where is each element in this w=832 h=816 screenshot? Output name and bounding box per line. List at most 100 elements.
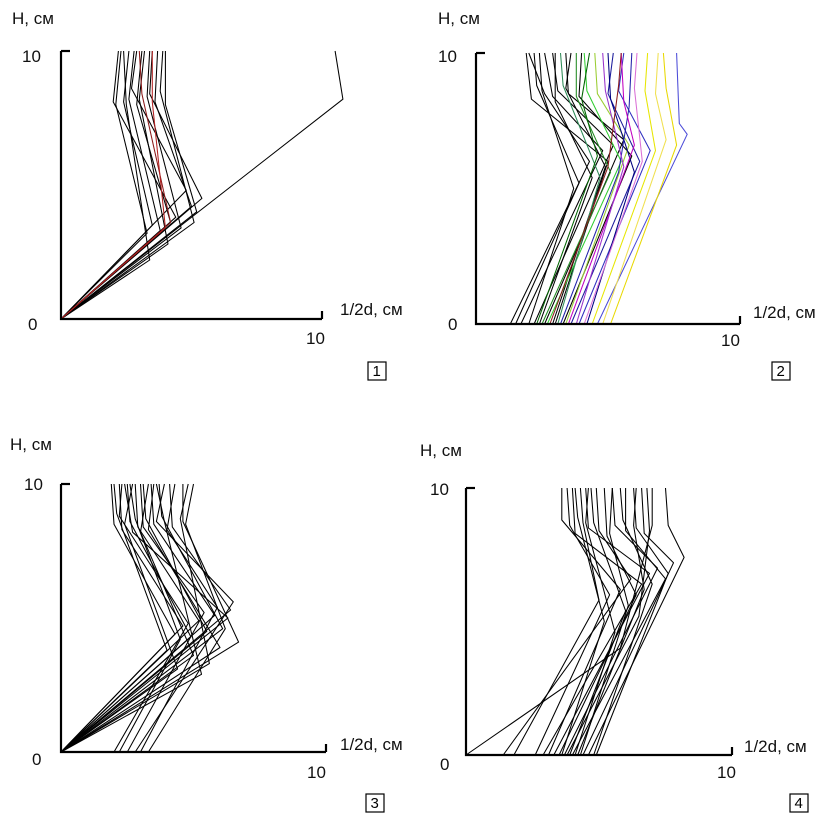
panel-3-x-axis-label: 1/2d, см xyxy=(340,735,403,754)
panel-2-series-line-26 xyxy=(602,52,667,325)
panel-4-series-line-6 xyxy=(548,488,621,756)
panel-4-series-line-10 xyxy=(569,487,627,756)
panel-3-series-line-18 xyxy=(126,483,205,753)
chart-panel-4: Н, см 10 0 10 1/2d, см 4 xyxy=(420,441,809,813)
panel-1-series-line-16 xyxy=(60,51,166,320)
panel-4-series-line-3 xyxy=(513,487,600,756)
panel-3-series-line-7 xyxy=(60,483,224,753)
panel-4-series-line-16 xyxy=(595,487,669,756)
panel-2-label: 2 xyxy=(777,363,785,380)
panel-3-axes xyxy=(59,484,326,754)
panel-1-series-line-6 xyxy=(60,50,193,320)
panel-1-label: 1 xyxy=(373,363,381,380)
panel-1-series-line-12 xyxy=(60,50,151,320)
panel-2-y-axis-label: Н, см xyxy=(438,9,480,28)
panel-3-series-line-20 xyxy=(140,483,218,753)
panel-4-x-tick-label: 10 xyxy=(717,763,736,782)
panel-1-x-axis-label: 1/2d, см xyxy=(340,300,403,319)
panel-4-series-line-20 xyxy=(574,487,616,756)
panel-1-series-line-8 xyxy=(60,50,203,320)
panel-4-series-line-5 xyxy=(542,487,643,756)
panel-2-series-line-18 xyxy=(586,52,635,325)
panel-1-axes xyxy=(59,51,322,321)
panel-2-series-line-23 xyxy=(583,52,643,325)
panel-4-series-line-13 xyxy=(582,487,675,756)
panel-3-series-line-14 xyxy=(60,483,221,753)
panel-3-series-line-21 xyxy=(118,483,181,753)
panel-3-series-line-10 xyxy=(60,483,168,753)
panel-3-series-line-19 xyxy=(134,483,234,753)
panel-3-x-tick-label: 10 xyxy=(307,763,326,782)
panel-3-series-line-22 xyxy=(147,483,226,753)
panel-2-series-line-21 xyxy=(567,52,635,325)
chart-panel-1: Н, см 10 0 10 1/2d, см 1 xyxy=(12,9,403,381)
panel-2-axes xyxy=(474,53,740,326)
panel-3-series-line-6 xyxy=(60,483,216,753)
panel-1-series-line-3 xyxy=(60,50,161,320)
panel-1-y-axis-label: Н, см xyxy=(12,9,54,28)
panel-3-series-line-9 xyxy=(60,484,240,753)
panel-4-x-axis-label: 1/2d, см xyxy=(744,737,807,756)
panel-2-series-line-15 xyxy=(565,52,630,325)
panel-1-series-line-5 xyxy=(60,50,182,320)
panel-4-series-line-15 xyxy=(593,487,653,756)
panel-4-label-box xyxy=(789,793,809,813)
panel-3-series-line-13 xyxy=(60,483,179,753)
panel-4-series-line-4 xyxy=(534,487,611,756)
panel-4-series-line-9 xyxy=(563,487,659,756)
panel-2-series-line-24 xyxy=(549,52,622,325)
panel-2-series-line-1 xyxy=(509,52,591,325)
panel-4-origin-label: 0 xyxy=(440,755,449,774)
panel-2-series-line-22 xyxy=(575,52,625,325)
panel-2-y-tick-label: 10 xyxy=(438,47,457,66)
panel-2-series-line-17 xyxy=(578,52,651,325)
panel-3-y-tick-label: 10 xyxy=(24,475,43,494)
panel-4-series-lines xyxy=(465,487,685,756)
panel-2-series-line-3 xyxy=(520,52,604,325)
panel-2-label-box xyxy=(771,361,791,381)
panel-2-series-line-6 xyxy=(538,53,593,325)
panel-4-y-axis-label: Н, см xyxy=(420,441,462,460)
panel-1-series-line-7 xyxy=(60,51,198,320)
panel-2-series-line-19 xyxy=(596,52,688,325)
panel-2-series-line-11 xyxy=(541,53,612,325)
panel-4-series-line-11 xyxy=(571,488,667,756)
panel-3-origin-label: 0 xyxy=(32,750,41,769)
chart-panel-3: Н, см 10 0 10 1/2d, см 3 xyxy=(10,435,403,813)
panel-2-series-line-12 xyxy=(546,52,622,325)
panel-1-x-tick-label: 10 xyxy=(306,329,325,348)
panel-3-series-line-11 xyxy=(60,483,195,753)
panel-2-series-line-9 xyxy=(562,52,633,325)
panel-2-origin-label: 0 xyxy=(448,315,457,334)
chart-panel-2: Н, см 10 0 10 1/2d, см 2 xyxy=(438,9,816,381)
panel-3-series-line-16 xyxy=(60,483,229,753)
panel-3-series-lines xyxy=(60,483,240,753)
panel-3-label: 3 xyxy=(371,795,379,812)
panel-2-series-line-27 xyxy=(610,52,678,325)
panel-1-series-line-9 xyxy=(60,50,187,320)
panel-1-series-lines xyxy=(60,50,344,320)
panel-3-label-box xyxy=(365,793,385,813)
panel-1-y-tick-label: 10 xyxy=(22,47,41,66)
panel-2-series-line-4 xyxy=(528,52,575,325)
panel-3-series-line-2 xyxy=(60,483,184,753)
panel-1-series-line-11 xyxy=(60,50,195,320)
panel-1-series-line-13 xyxy=(60,50,169,320)
panel-4-series-line-18 xyxy=(579,487,629,756)
panel-4-series-line-8 xyxy=(558,487,637,756)
panel-4-axes xyxy=(464,488,732,757)
panel-3-series-line-8 xyxy=(60,483,232,753)
panel-2-series-lines xyxy=(509,52,688,325)
panel-2-series-line-16 xyxy=(570,52,641,325)
panel-2-x-axis-label: 1/2d, см xyxy=(753,303,816,322)
panel-4-series-line-19 xyxy=(566,487,651,756)
panel-2-series-line-13 xyxy=(557,52,601,325)
panel-1-origin-label: 0 xyxy=(28,315,37,334)
panel-4-series-line-14 xyxy=(587,487,685,756)
panel-2-series-line-14 xyxy=(536,52,598,325)
panel-3-y-axis-label: Н, см xyxy=(10,435,52,454)
panel-4-label: 4 xyxy=(795,795,803,812)
panel-2-series-line-20 xyxy=(560,52,633,325)
panel-3-series-line-12 xyxy=(60,483,210,753)
